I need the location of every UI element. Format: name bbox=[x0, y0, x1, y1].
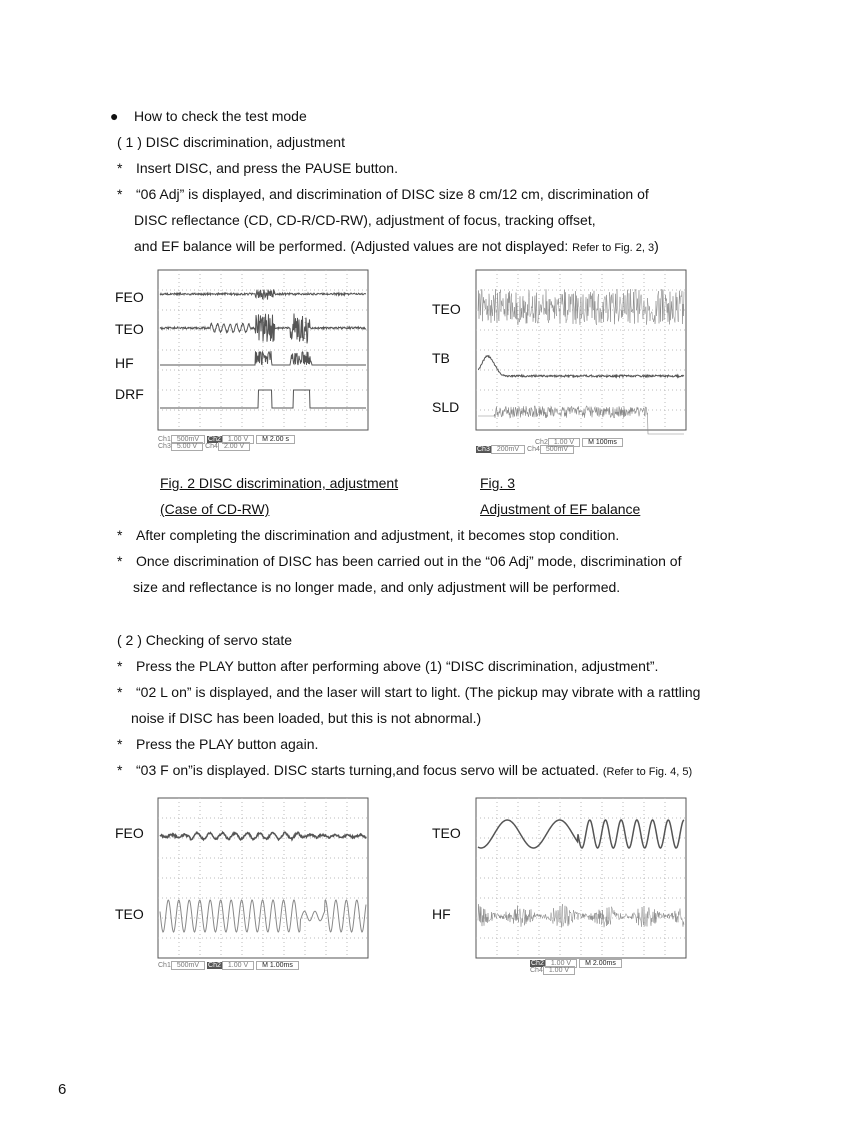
part1-note-cont: size and reflectance is no longer made, … bbox=[133, 579, 620, 595]
scope-readout: Ch2 1.00 VM 100ms Ch3 200mV Ch4 500mV bbox=[476, 439, 625, 453]
asterisk: * bbox=[117, 762, 122, 778]
oscilloscope-fig3 bbox=[468, 262, 688, 436]
signal-label: SLD bbox=[432, 399, 459, 415]
fig3-caption: Fig. 3 bbox=[480, 475, 515, 491]
signal-label: HF bbox=[432, 906, 451, 922]
bullet-icon: ● bbox=[110, 108, 118, 124]
fig-ref: (Refer to Fig. 4, 5) bbox=[603, 766, 692, 778]
fig-ref: Refer to Fig. 2, 3 bbox=[572, 242, 654, 254]
oscilloscope-fig5 bbox=[468, 790, 688, 962]
part1-bullet-cont: and EF balance will be performed. (Adjus… bbox=[134, 238, 659, 256]
signal-label: TB bbox=[432, 350, 450, 366]
signal-label: HF bbox=[115, 355, 134, 371]
fig2-caption-sub: (Case of CD-RW) bbox=[160, 501, 269, 517]
section-heading: How to check the test mode bbox=[134, 108, 307, 124]
asterisk: * bbox=[117, 684, 122, 700]
part1-note: After completing the discrimination and … bbox=[136, 527, 619, 543]
oscilloscope-fig4 bbox=[150, 790, 370, 962]
part1-note: Once discrimination of DISC has been car… bbox=[136, 553, 682, 569]
signal-label: FEO bbox=[115, 289, 144, 305]
oscilloscope-fig2 bbox=[150, 262, 370, 436]
part2-bullet: Press the PLAY button after performing a… bbox=[136, 658, 658, 674]
asterisk: * bbox=[117, 736, 122, 752]
part2-bullet-cont: noise if DISC has been loaded, but this … bbox=[131, 710, 481, 726]
page-number: 6 bbox=[58, 1082, 66, 1098]
part2-bullet: Press the PLAY button again. bbox=[136, 736, 318, 752]
fig2-caption: Fig. 2 DISC discrimination, adjustment bbox=[160, 475, 398, 491]
signal-label: FEO bbox=[115, 825, 144, 841]
scope-readout: Ch2 1.00 VM 2.00ms Ch4 1.00 V bbox=[530, 960, 624, 974]
part1-bullet: “06 Adj” is displayed, and discriminatio… bbox=[136, 186, 649, 202]
part2-bullet: “02 L on” is displayed, and the laser wi… bbox=[136, 684, 700, 700]
text: ) bbox=[654, 238, 659, 254]
asterisk: * bbox=[117, 553, 122, 569]
signal-label: TEO bbox=[432, 825, 461, 841]
part1-title: ( 1 ) DISC discrimination, adjustment bbox=[117, 134, 345, 150]
part1-bullet: Insert DISC, and press the PAUSE button. bbox=[136, 160, 398, 176]
part2-bullet: “03 F on”is displayed. DISC starts turni… bbox=[136, 762, 692, 780]
asterisk: * bbox=[117, 527, 122, 543]
fig3-caption-sub: Adjustment of EF balance bbox=[480, 501, 640, 517]
signal-label: TEO bbox=[432, 301, 461, 317]
scope-readout: Ch1 500mV Ch2 1.00 VM 2.00 s Ch3 5.00 V Ch4 2.0… bbox=[158, 436, 297, 450]
signal-label: DRF bbox=[115, 386, 144, 402]
text: “03 F on”is displayed. DISC starts turni… bbox=[136, 762, 603, 778]
signal-label: TEO bbox=[115, 321, 144, 337]
part2-title: ( 2 ) Checking of servo state bbox=[117, 632, 292, 648]
scope-readout: Ch1 500mV Ch2 1.00 VM 1.00ms bbox=[158, 962, 301, 969]
asterisk: * bbox=[117, 186, 122, 202]
text: and EF balance will be performed. (Adjus… bbox=[134, 238, 572, 254]
asterisk: * bbox=[117, 160, 122, 176]
part1-bullet-cont: DISC reflectance (CD, CD-R/CD-RW), adjus… bbox=[134, 212, 596, 228]
signal-label: TEO bbox=[115, 906, 144, 922]
asterisk: * bbox=[117, 658, 122, 674]
